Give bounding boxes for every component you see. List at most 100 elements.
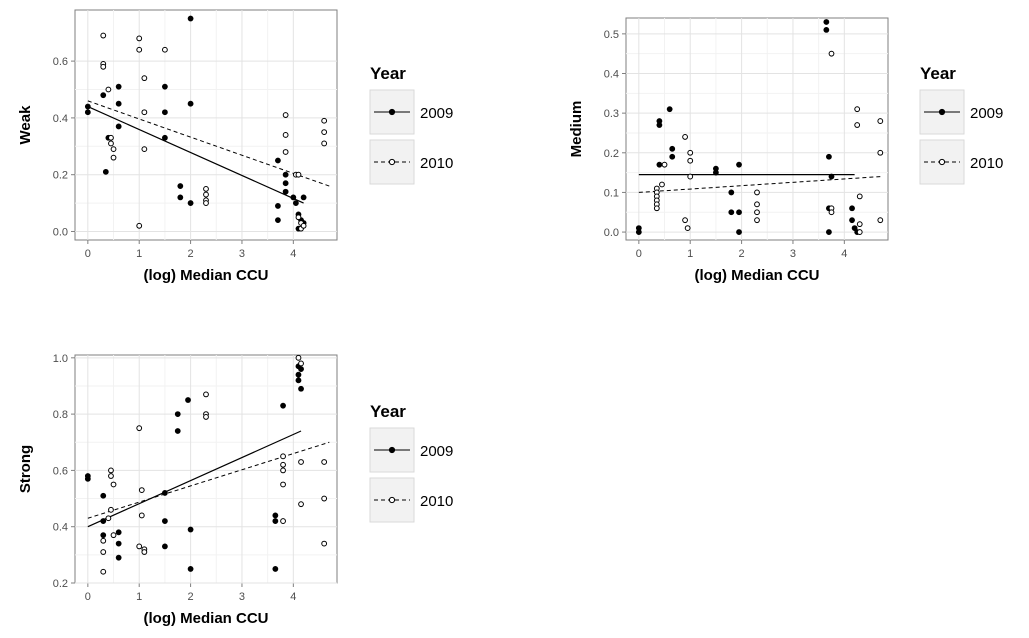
data-point-2010 [136,35,143,42]
data-point-2009 [293,200,299,206]
data-point-2010 [203,414,209,420]
data-point-2009 [187,15,194,22]
data-point-2010 [877,149,884,156]
data-point-2009 [728,209,735,216]
y-tick-label: 0.1 [604,187,619,199]
data-point-2009 [100,518,107,524]
data-point-2009 [826,153,832,160]
data-point-2010 [141,146,148,153]
x-tick-label: 2 [188,591,194,603]
legend-title: Year [370,402,406,421]
data-point-2010 [684,225,691,232]
y-tick-label: 0.4 [53,113,68,125]
data-point-2010 [110,481,117,488]
data-point-2010 [754,189,760,196]
data-point-2010 [687,157,694,164]
data-point-2009 [728,189,735,196]
strong-legend: Year 2009 2010 [369,402,453,523]
legend-title: Year [370,64,406,83]
legend-key-marker [388,108,396,116]
data-point-2009 [177,183,184,189]
data-point-2010 [105,86,112,93]
legend-label: 2010 [970,155,1003,172]
data-point-2009 [162,83,168,90]
trend-line-2010 [87,441,330,519]
x-tick-label: 2 [739,248,745,260]
x-axis-title: (log) Median CCU [144,610,269,627]
x-tick-label: 0 [85,591,91,603]
data-point-2009 [828,173,835,180]
x-tick-label: 4 [290,248,296,260]
y-tick-label: 1.0 [53,353,68,365]
x-tick-label: 3 [239,591,245,603]
data-point-2010 [136,425,143,432]
data-point-2009 [185,397,191,403]
y-tick-label: 0.2 [53,170,68,182]
data-point-2010 [282,132,289,138]
data-point-2010 [682,134,688,140]
data-point-2010 [687,149,694,156]
data-point-2009 [736,229,742,235]
x-tick-label: 4 [841,248,847,260]
y-tick-label: 0.2 [604,148,619,160]
data-point-2009 [275,203,281,209]
data-point-2009 [187,526,194,533]
legend-key-marker [388,446,396,454]
data-point-2010 [295,171,302,178]
data-point-2010 [653,205,660,212]
data-point-2009 [635,229,642,235]
data-point-2010 [687,173,694,180]
data-point-2010 [108,140,114,147]
x-axis-title: (log) Median CCU [695,267,820,284]
data-point-2010 [141,549,148,555]
data-point-2009 [851,225,858,232]
data-point-2010 [105,515,112,522]
data-point-2010 [136,46,143,53]
y-tick-label: 0.3 [604,108,619,120]
data-point-2009 [282,188,289,195]
y-tick-label: 0.8 [53,409,68,421]
data-point-2009 [100,492,107,499]
data-point-2010 [321,459,328,465]
data-point-2010 [295,214,302,221]
data-point-2010 [110,146,117,153]
data-point-2010 [100,32,107,39]
weak-legend: Year 2009 2010 [369,64,453,185]
data-point-2009 [669,153,676,160]
strong-panel: 0 1 2 3 4 0.2 0.4 0.6 0.8 1.0 (log) Median CCU Stro… [17,353,338,627]
data-point-2010 [108,134,114,141]
trend-line-2010 [638,176,881,193]
data-point-2009 [272,512,279,519]
plot-area [74,354,338,584]
data-point-2010 [321,495,328,502]
x-tick-label: 0 [636,248,642,260]
x-tick-label: 1 [136,591,142,603]
data-point-2009 [174,428,181,434]
data-point-2009 [272,566,279,572]
data-point-2009 [187,100,194,107]
data-point-2010 [110,154,117,161]
legend-label: 2010 [420,155,453,172]
legend-label: 2009 [970,105,1003,122]
data-point-2009 [298,385,304,392]
data-point-2010 [754,209,760,216]
data-point-2010 [877,217,884,224]
data-point-2010 [321,540,328,547]
x-tick-label: 3 [239,248,245,260]
data-point-2009 [115,554,122,561]
medium-legend: Year 2009 2010 [919,64,1003,185]
y-tick-label: 0.6 [53,465,68,477]
data-point-2009 [713,169,719,176]
data-point-2009 [177,194,184,201]
data-point-2010 [754,217,760,224]
legend-key-marker [388,496,396,504]
data-point-2010 [280,518,286,524]
y-axis-title: Strong [17,445,34,493]
data-point-2010 [877,118,884,124]
data-point-2009 [115,540,122,547]
data-point-2009 [115,100,122,107]
data-point-2010 [280,453,286,460]
data-point-2010 [280,481,286,488]
data-point-2009 [100,532,107,539]
